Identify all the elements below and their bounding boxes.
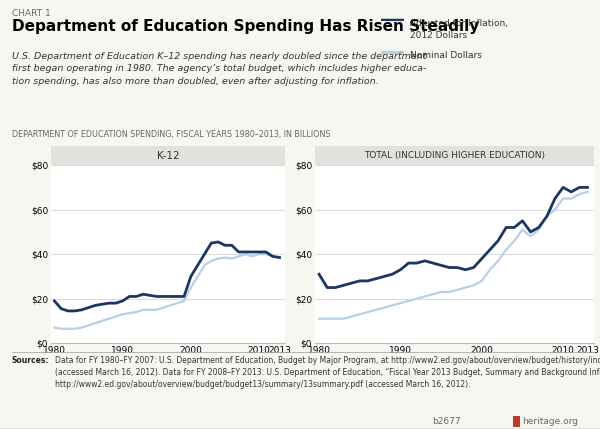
Text: Department of Education Spending Has Risen Steadily: Department of Education Spending Has Ris… [12, 19, 479, 34]
Text: Sources:: Sources: [12, 356, 49, 365]
Text: Adjusted for Inflation,
2012 Dollars: Adjusted for Inflation, 2012 Dollars [410, 19, 508, 39]
Text: CHART 1: CHART 1 [12, 9, 51, 18]
Text: K-12: K-12 [157, 151, 179, 160]
Text: DEPARTMENT OF EDUCATION SPENDING, FISCAL YEARS 1980–2013, IN BILLIONS: DEPARTMENT OF EDUCATION SPENDING, FISCAL… [12, 130, 331, 139]
Text: U.S. Department of Education K–12 spending has nearly doubled since the departme: U.S. Department of Education K–12 spendi… [12, 52, 427, 86]
Text: heritage.org: heritage.org [522, 417, 578, 426]
Text: Data for FY 1980–FY 2007: U.S. Department of Education, Budget by Major Program,: Data for FY 1980–FY 2007: U.S. Departmen… [55, 356, 600, 389]
Text: Nominal Dollars: Nominal Dollars [410, 51, 482, 60]
Text: TOTAL (INCLUDING HIGHER EDUCATION): TOTAL (INCLUDING HIGHER EDUCATION) [364, 151, 545, 160]
Text: b2677: b2677 [432, 417, 461, 426]
